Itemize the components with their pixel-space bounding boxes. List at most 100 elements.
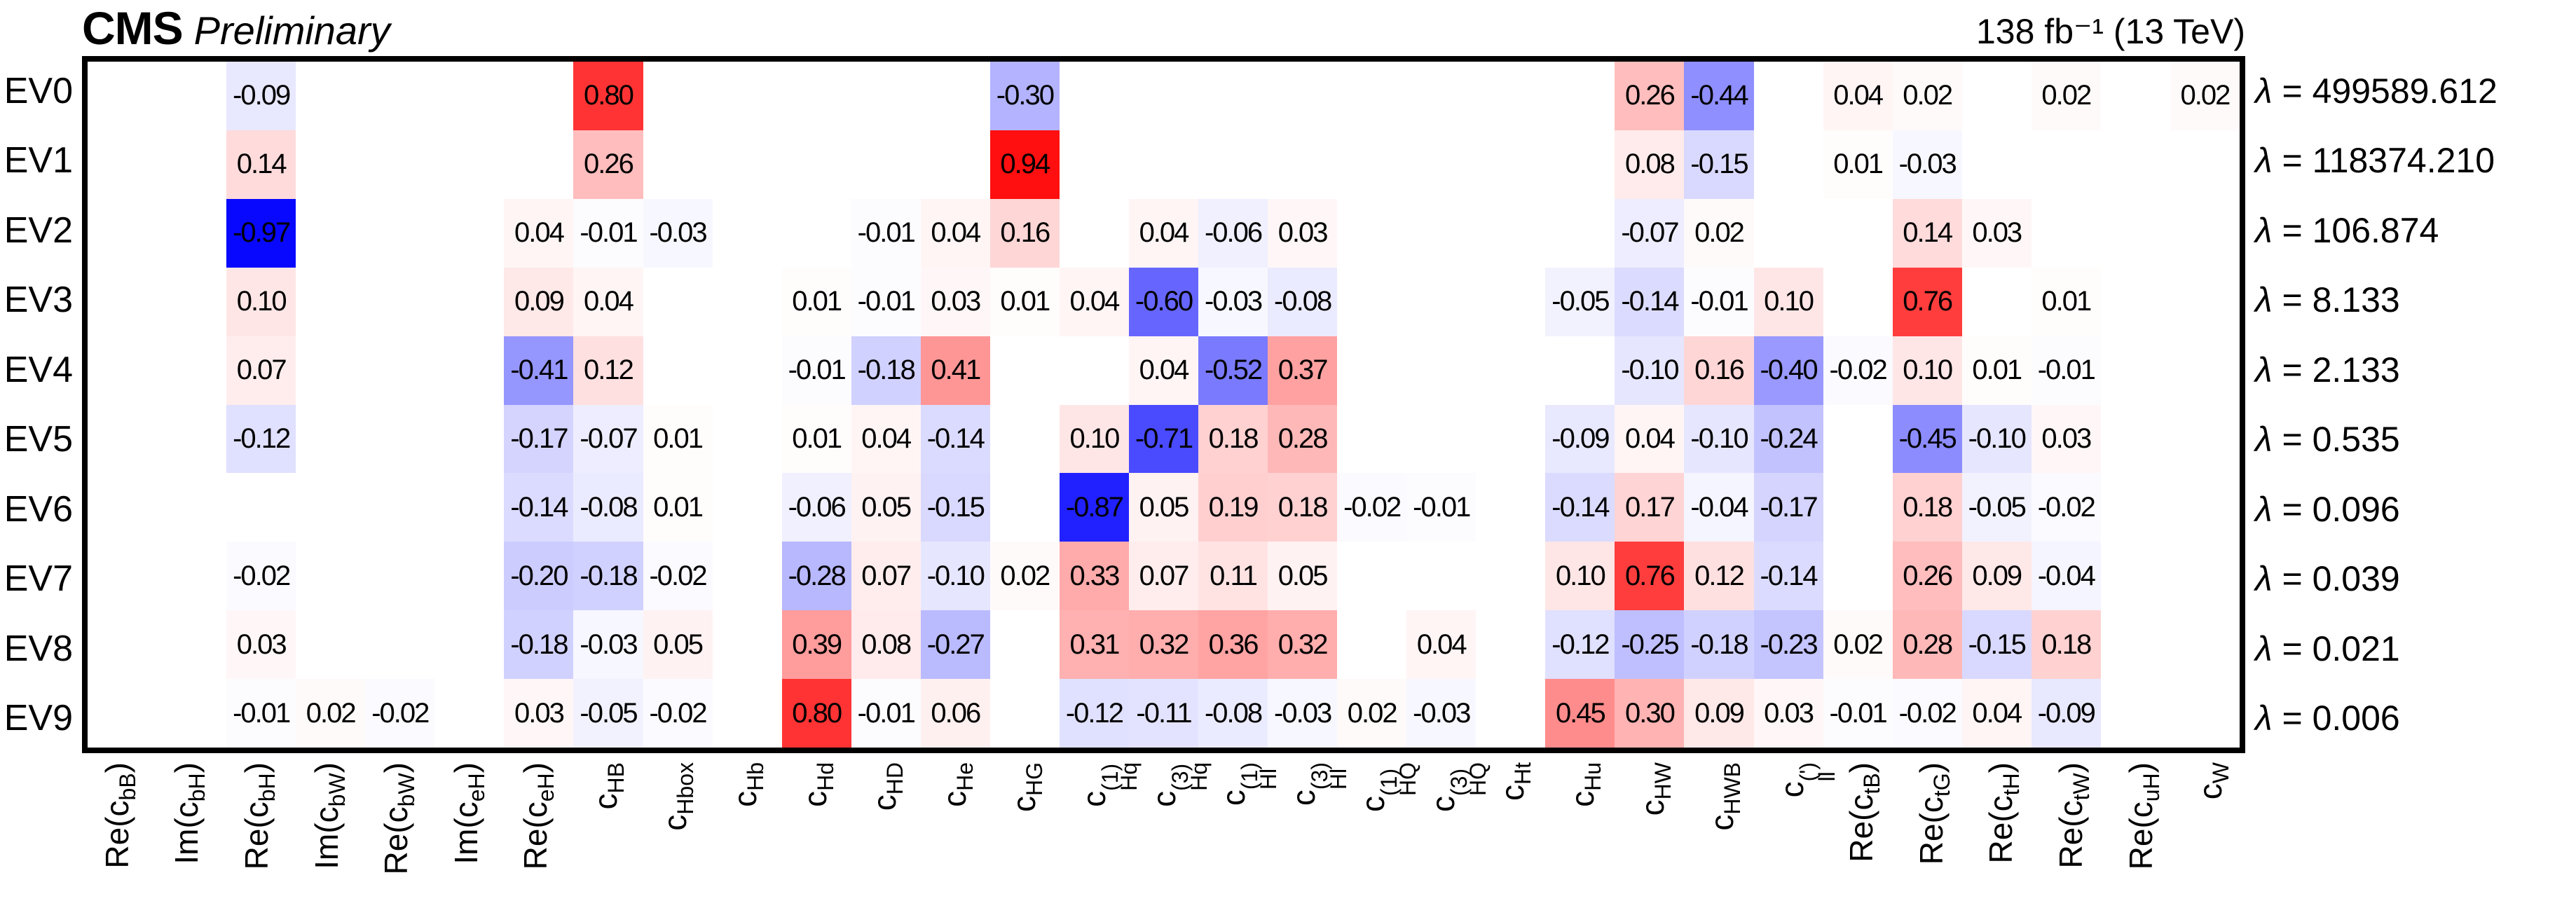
heatmap-cell-EV8-c_Hl^(1): 0.36 [1198,610,1268,680]
heatmap-cell-EV5-c_Hq^(1): 0.10 [1059,404,1129,474]
row-label-ev3: EV3 [4,280,73,321]
heatmap-cell-EV0-c_HW: 0.26 [1615,62,1685,130]
heatmap-cell-EV3-c_HWB: -0.01 [1684,267,1754,336]
heatmap-cell-EV9-c_Ht [1476,679,1546,748]
plot-header-left: CMS Preliminary [82,1,390,54]
heatmap-cell-EV4-c_Hq^(1) [1059,336,1129,405]
heatmap-cell-EV9-c_Hl^(3): -0.03 [1268,679,1338,748]
heatmap-cell-EV6-c_Hbox: 0.01 [643,473,713,542]
heatmap-cell-EV6-c_HQ^(3): -0.01 [1406,473,1477,542]
heatmap-cell-EV3-Im(c_bW) [296,267,366,336]
heatmap-cell-EV5-Re(c_bB) [88,404,158,474]
heatmap-cell-EV9-c_ll^('): 0.03 [1753,679,1823,748]
heatmap-cell-EV8-c_HQ^(1) [1337,610,1407,680]
heatmap-cell-EV7-c_Hbox: -0.02 [643,542,713,611]
heatmap-cell-EV9-c_He: 0.06 [920,679,990,748]
heatmap-cell-EV6-c_HWB: -0.04 [1684,473,1754,542]
heatmap-cell-EV2-c_He: 0.04 [920,198,990,268]
heatmap-cell-EV5-Re(c_tB) [1823,404,1893,474]
heatmap-cell-EV9-c_Hq^(1): -0.12 [1059,679,1129,748]
heatmap-cell-EV2-Re(c_bB) [88,198,158,268]
heatmap-cell-EV3-c_HG: 0.01 [989,267,1060,336]
heatmap-cell-EV1-c_Hb [712,130,782,199]
heatmap-cell-EV7-Re(c_bW) [365,542,435,611]
heatmap-cell-EV9-c_Hb [712,679,782,748]
heatmap-cell-EV4-c_HD: -0.18 [851,336,921,405]
heatmap-cell-EV0-Re(c_eH) [504,62,574,130]
heatmap-cell-EV7-c_W [2170,542,2240,611]
heatmap-cell-EV2-Re(c_bW) [365,198,435,268]
heatmap-cell-EV7-c_Hl^(3): 0.05 [1268,542,1338,611]
heatmap-cell-EV8-Im(c_eH) [434,610,505,680]
heatmap-cell-EV0-c_Hl^(3) [1268,62,1338,130]
heatmap-cell-EV2-c_Hd [781,198,851,268]
heatmap-cell-EV5-Re(c_tG): -0.45 [1892,404,1962,474]
heatmap-cell-EV6-c_Hb [712,473,782,542]
heatmap-cell-EV7-Re(c_tB) [1823,542,1893,611]
heatmap-cell-EV3-c_HD: -0.01 [851,267,921,336]
column-label-c_ll^('): c (') ll [1773,762,1839,798]
column-label-Im(c_bW): Im(cbW) [308,762,350,869]
heatmap-cell-EV3-Re(c_tH) [1961,267,2032,336]
column-label-c_HB: cHB [587,762,629,810]
heatmap-cell-EV9-c_Hd: 0.80 [781,679,851,748]
heatmap-cell-EV7-c_HQ^(1) [1337,542,1407,611]
heatmap-cell-EV4-c_Ht [1476,336,1546,405]
heatmap-cell-EV8-c_HB: -0.03 [573,610,643,680]
heatmap-cell-EV3-c_Hd: 0.01 [781,267,851,336]
heatmap-cell-EV3-c_Hb [712,267,782,336]
heatmap-cell-EV1-c_Hl^(1) [1198,130,1268,199]
heatmap-cell-EV6-Re(c_tH): -0.05 [1961,473,2032,542]
heatmap-cell-EV7-c_HB: -0.18 [573,542,643,611]
heatmap-cell-EV9-c_Hu: 0.45 [1545,679,1615,748]
heatmap-cell-EV4-Re(c_tB): -0.02 [1823,336,1893,405]
heatmap-cell-EV6-c_Ht [1476,473,1546,542]
heatmap-cell-EV4-Re(c_bH): 0.07 [226,336,296,405]
heatmap-cell-EV8-c_Ht [1476,610,1546,680]
heatmap-cell-EV1-Re(c_bW) [365,130,435,199]
row-label-ev5: EV5 [4,419,73,460]
heatmap-cell-EV1-Re(c_uH) [2100,130,2170,199]
heatmap-cell-EV4-Re(c_tH): 0.01 [1961,336,2032,405]
heatmap-cell-EV9-Re(c_tW): -0.09 [2031,679,2101,748]
heatmap-cell-EV2-Im(c_bH) [157,198,227,268]
heatmap-cell-EV0-Re(c_uH) [2100,62,2170,130]
heatmap-cell-EV7-c_ll^('): -0.14 [1753,542,1823,611]
heatmap-cell-EV7-c_Ht [1476,542,1546,611]
heatmap-cell-EV6-c_He: -0.15 [920,473,990,542]
column-label-c_W: cW [2192,762,2234,800]
heatmap-cell-EV9-c_HB: -0.05 [573,679,643,748]
heatmap-cell-EV7-Re(c_tG): 0.26 [1892,542,1962,611]
heatmap-cell-EV5-c_He: -0.14 [920,404,990,474]
heatmap-cell-EV2-Re(c_tW) [2031,198,2101,268]
heatmap-cell-EV2-c_HW: -0.07 [1615,198,1685,268]
heatmap-cell-EV7-Re(c_tH): 0.09 [1961,542,2032,611]
heatmap-cell-EV1-c_Hq^(1) [1059,130,1129,199]
heatmap-cell-EV4-c_Hd: -0.01 [781,336,851,405]
heatmap-cell-EV4-c_Hl^(1): -0.52 [1198,336,1268,405]
heatmap-cell-EV8-Im(c_bH) [157,610,227,680]
heatmap-cell-EV9-c_Hq^(3): -0.11 [1128,679,1199,748]
heatmap-cell-EV5-c_Hl^(1): 0.18 [1198,404,1268,474]
heatmap-cell-EV8-c_Hl^(3): 0.32 [1268,610,1338,680]
heatmap-cell-EV8-Re(c_bB) [88,610,158,680]
column-label-c_Hq^(1): c (1) Hq [1075,762,1142,807]
heatmap-cell-EV1-Re(c_eH) [504,130,574,199]
row-label-ev4: EV4 [4,349,73,390]
heatmap-cell-EV3-Re(c_tG): 0.76 [1892,267,1962,336]
heatmap-cell-EV4-c_W [2170,336,2240,405]
heatmap-cell-EV3-c_Hl^(1): -0.03 [1198,267,1268,336]
heatmap-cell-EV7-c_Hq^(3): 0.07 [1128,542,1199,611]
heatmap-cell-EV6-Re(c_uH) [2100,473,2170,542]
heatmap-cell-EV4-Re(c_tG): 0.10 [1892,336,1962,405]
row-label-ev2: EV2 [4,209,73,251]
heatmap-cell-EV1-c_Hu [1545,130,1615,199]
heatmap-cell-EV3-Re(c_uH) [2100,267,2170,336]
heatmap-cell-EV4-c_HW: -0.10 [1615,336,1685,405]
heatmap-cell-EV8-c_HD: 0.08 [851,610,921,680]
heatmap-cell-EV8-c_HWB: -0.18 [1684,610,1754,680]
heatmap-cell-EV1-c_Hd [781,130,851,199]
heatmap-cell-EV1-c_HQ^(1) [1337,130,1407,199]
heatmap-cell-EV7-c_Hq^(1): 0.33 [1059,542,1129,611]
lambda-symbol: λ [2255,559,2273,599]
